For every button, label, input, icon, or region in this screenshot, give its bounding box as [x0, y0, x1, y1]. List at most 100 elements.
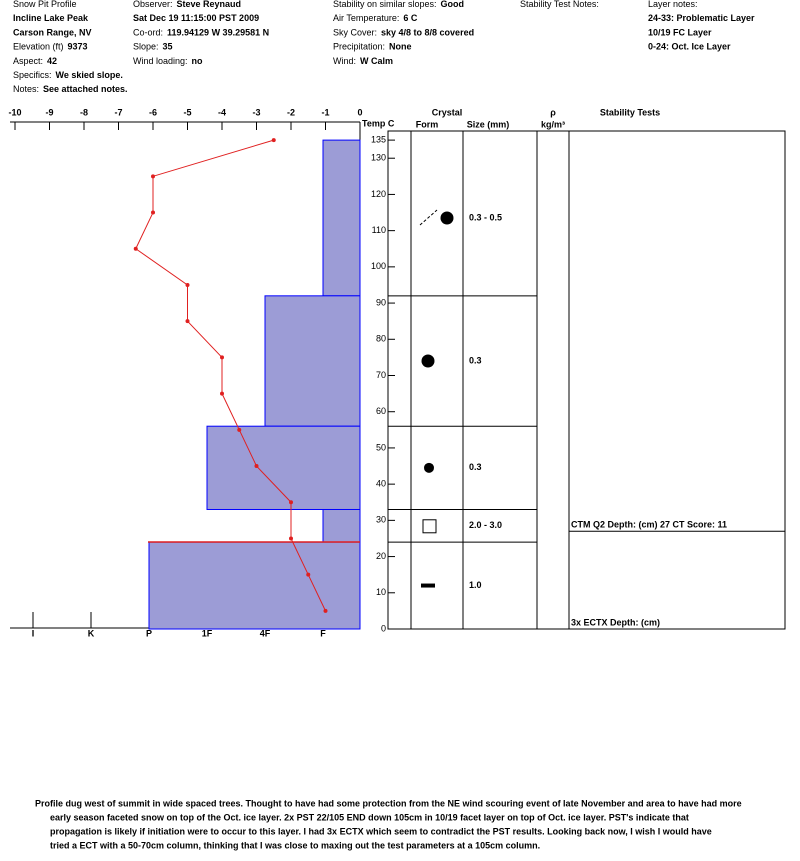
- depth-tick-label: 60: [376, 406, 386, 416]
- field-value: Sat Dec 19 11:15:00 PST 2009: [133, 14, 259, 24]
- temp-tick-label: -10: [8, 107, 21, 117]
- field-label: Aspect:: [13, 56, 43, 66]
- field-value: 6 C: [403, 14, 418, 24]
- header-field: 0-24: Oct. Ice Layer: [648, 42, 731, 52]
- temperature-point: [185, 282, 190, 287]
- depth-tick-label: 40: [376, 479, 386, 489]
- depth-tick-label: 10: [376, 587, 386, 597]
- field-value: sky 4/8 to 8/8 covered: [381, 28, 474, 38]
- grain-symbol: [419, 209, 438, 226]
- hardness-tick-label: F: [320, 628, 326, 638]
- header-field: Wind: W Calm: [333, 56, 393, 66]
- hardness-tick-label: I: [32, 628, 35, 638]
- header-field: Snow Pit Profile: [13, 0, 77, 9]
- depth-tick-label: 0: [381, 623, 386, 633]
- hardness-bar: [148, 541, 361, 630]
- header-field: Notes: See attached notes.: [13, 85, 128, 95]
- temp-tick-label: -5: [183, 107, 191, 117]
- temperature-line: [135, 139, 326, 612]
- header-field: Sky Cover: sky 4/8 to 8/8 covered: [333, 28, 474, 38]
- field-value: W Calm: [360, 56, 393, 66]
- field-label: Stability on similar slopes:: [333, 0, 437, 9]
- grain-symbol: [421, 583, 435, 588]
- field-value: Carson Range, NV: [13, 28, 92, 38]
- field-value: 35: [163, 42, 173, 52]
- header-field: Slope: 35: [133, 42, 173, 52]
- header-field: Aspect: 42: [13, 56, 57, 66]
- field-value: None: [389, 42, 412, 52]
- stability-test: 3x ECTX Depth: (cm): [571, 617, 660, 627]
- depth-tick-label: 30: [376, 515, 386, 525]
- field-label: Wind:: [333, 56, 356, 66]
- temperature-point: [237, 427, 242, 432]
- header-field: Stability on similar slopes: Good: [333, 0, 464, 9]
- grain-size: 0.3: [469, 462, 482, 472]
- temperature-point: [254, 464, 259, 469]
- header-field: Stability Test Notes:: [520, 0, 599, 9]
- temperature-point: [133, 246, 138, 251]
- field-label: Air Temperature:: [333, 14, 399, 24]
- header-field: Carson Range, NV: [13, 28, 92, 38]
- temperature-point: [151, 174, 155, 179]
- header-field: Specifics: We skied slope.: [13, 70, 123, 80]
- field-value: 42: [47, 56, 57, 66]
- grain-symbol: [422, 519, 437, 534]
- field-value: 9373: [68, 42, 88, 52]
- field-label: Elevation (ft): [13, 42, 64, 52]
- field-label: Snow Pit Profile: [13, 0, 77, 9]
- field-value: 24-33: Problematic Layer: [648, 14, 755, 24]
- temperature-point: [151, 210, 155, 215]
- header-field: Elevation (ft) 9373: [13, 42, 88, 52]
- depth-tick-label: 100: [371, 261, 386, 271]
- header-field: 10/19 FC Layer: [648, 28, 712, 38]
- temp-tick-label: -9: [45, 107, 53, 117]
- depth-tick-label: 20: [376, 551, 386, 561]
- temperature-point: [323, 608, 328, 613]
- depth-tick-label: 90: [376, 297, 386, 307]
- temp-tick-label: -2: [287, 107, 295, 117]
- temp-tick-label: -6: [149, 107, 157, 117]
- depth-tick-label: 130: [371, 153, 386, 163]
- temp-tick-label: -3: [252, 107, 260, 117]
- hardness-tick-label: P: [146, 628, 152, 638]
- field-label: Observer:: [133, 0, 173, 9]
- temperature-point: [289, 536, 293, 541]
- field-value: Steve Reynaud: [177, 0, 242, 9]
- footer-note: early season faceted snow on top of the …: [50, 812, 689, 822]
- depth-tick-label: 120: [371, 189, 386, 199]
- depth-tick-label: 70: [376, 370, 386, 380]
- temperature-point: [220, 355, 224, 360]
- field-label: Notes:: [13, 85, 39, 95]
- grain-symbol: [440, 211, 454, 225]
- temp-tick-label: 0: [357, 107, 362, 117]
- depth-tick-label: 50: [376, 442, 386, 452]
- density-unit: kg/m³: [541, 119, 565, 129]
- header-field: Wind loading: no: [133, 56, 203, 66]
- temperature-point: [271, 138, 276, 143]
- hardness-bar: [322, 139, 361, 297]
- field-label: Layer notes:: [648, 0, 698, 9]
- field-value: Good: [441, 0, 465, 9]
- hardness-tick-label: 4F: [260, 628, 271, 638]
- hardness-tick-label: K: [88, 628, 95, 638]
- field-label: Stability Test Notes:: [520, 0, 599, 9]
- hardness-tick-label: 1F: [202, 628, 213, 638]
- footer-note: Profile dug west of summit in wide space…: [35, 798, 742, 808]
- depth-tick-label: 80: [376, 334, 386, 344]
- field-label: Slope:: [133, 42, 159, 52]
- header-field: Layer notes:: [648, 0, 698, 9]
- temp-axis-label: Temp C: [362, 118, 395, 128]
- grain-symbol: [424, 462, 434, 473]
- temperature-point: [220, 391, 224, 396]
- hardness-bar: [206, 425, 361, 510]
- grain-size: 1.0: [469, 580, 482, 590]
- temperature-point: [185, 319, 190, 324]
- stability-test: CTM Q2 Depth: (cm) 27 CT Score: 11: [571, 520, 727, 530]
- grain-symbol: [421, 354, 435, 368]
- depth-tick-label: 135: [371, 134, 386, 144]
- form-header: Form: [416, 119, 439, 129]
- header-field: Precipitation: None: [333, 42, 412, 52]
- header-field: Sat Dec 19 11:15:00 PST 2009: [133, 14, 259, 24]
- stability-header: Stability Tests: [600, 107, 660, 117]
